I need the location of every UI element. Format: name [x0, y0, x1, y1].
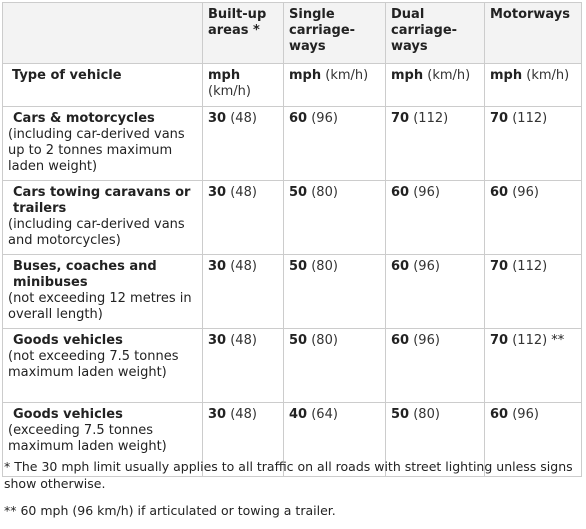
type-of-vehicle-label: Type of vehicle [2, 63, 203, 107]
header-motorways: Motorways [484, 2, 582, 64]
vehicle-cell: Buses, coaches and minibuses (not exceed… [2, 254, 203, 329]
speed-cell: 50 (80) [385, 402, 485, 477]
units-cell: mph (km/h) [202, 63, 284, 107]
speed-cell: 70 (112) [484, 106, 582, 181]
vehicle-name: Goods vehicles [13, 407, 123, 422]
footnote-motorway-goods: ** 60 mph (96 km/h) if articulated or to… [4, 503, 336, 518]
vehicle-cell: Cars & motorcycles (including car-derive… [2, 106, 203, 181]
speed-cell: 50 (80) [283, 254, 386, 329]
units-cell: mph (km/h) [484, 63, 582, 107]
speed-cell: 30 (48) [202, 328, 284, 403]
vehicle-name: Goods vehicles [13, 333, 123, 348]
speed-cell: 70 (112) ** [484, 328, 582, 403]
footnotes: * The 30 mph limit usually applies to al… [4, 458, 582, 529]
units-cell: mph (km/h) [283, 63, 386, 107]
header-empty-cell [2, 2, 203, 64]
header-single-carriageways: Single carriage-ways [283, 2, 386, 64]
vehicle-note: (including car-derived vans up to 2 tonn… [8, 127, 185, 174]
header-dual-carriageways: Dual carriage-ways [385, 2, 485, 64]
speed-cell: 60 (96) [283, 106, 386, 181]
vehicle-note: (not exceeding 7.5 tonnes maximum laden … [8, 349, 179, 380]
table-header-row: Built-up areas * Single carriage-ways Du… [2, 2, 582, 64]
speed-limits-table: Built-up areas * Single carriage-ways Du… [2, 2, 582, 477]
speed-cell: 30 (48) [202, 180, 284, 255]
vehicle-name: Cars towing caravans or trailers [13, 185, 191, 216]
footnote-built-up: * The 30 mph limit usually applies to al… [4, 459, 573, 491]
speed-cell: 30 (48) [202, 106, 284, 181]
speed-cell: 50 (80) [283, 328, 386, 403]
speed-cell: 50 (80) [283, 180, 386, 255]
speed-cell: 60 (96) [484, 180, 582, 255]
units-row: Type of vehicle mph (km/h) mph (km/h) mph… [2, 63, 582, 107]
table-row: Cars & motorcycles (including car-derive… [2, 106, 582, 181]
vehicle-note: (exceeding 7.5 tonnes maximum laden weig… [8, 423, 167, 454]
vehicle-note: (not exceeding 12 metres in overall leng… [8, 291, 192, 322]
speed-cell: 70 (112) [484, 254, 582, 329]
table-row: Buses, coaches and minibuses (not exceed… [2, 254, 582, 329]
vehicle-note: (including car-derived vans and motorcyc… [8, 217, 185, 248]
speed-cell: 60 (96) [385, 254, 485, 329]
vehicle-cell: Goods vehicles (not exceeding 7.5 tonnes… [2, 328, 203, 403]
vehicle-name: Buses, coaches and minibuses [13, 259, 157, 290]
speed-cell: 70 (112) [385, 106, 485, 181]
speed-cell: 60 (96) [484, 402, 582, 477]
speed-cell: 30 (48) [202, 254, 284, 329]
vehicle-cell: Goods vehicles (exceeding 7.5 tonnes max… [2, 402, 203, 477]
header-built-up: Built-up areas * [202, 2, 284, 64]
units-cell: mph (km/h) [385, 63, 485, 107]
vehicle-name: Cars & motorcycles [13, 111, 155, 126]
footnote-mark: ** [551, 333, 565, 348]
vehicle-cell: Cars towing caravans or trailers (includ… [2, 180, 203, 255]
table-row: Goods vehicles (exceeding 7.5 tonnes max… [2, 402, 582, 477]
table-row: Goods vehicles (not exceeding 7.5 tonnes… [2, 328, 582, 403]
speed-cell: 60 (96) [385, 328, 485, 403]
speed-cell: 60 (96) [385, 180, 485, 255]
table-row: Cars towing caravans or trailers (includ… [2, 180, 582, 255]
speed-cell: 30 (48) [202, 402, 284, 477]
